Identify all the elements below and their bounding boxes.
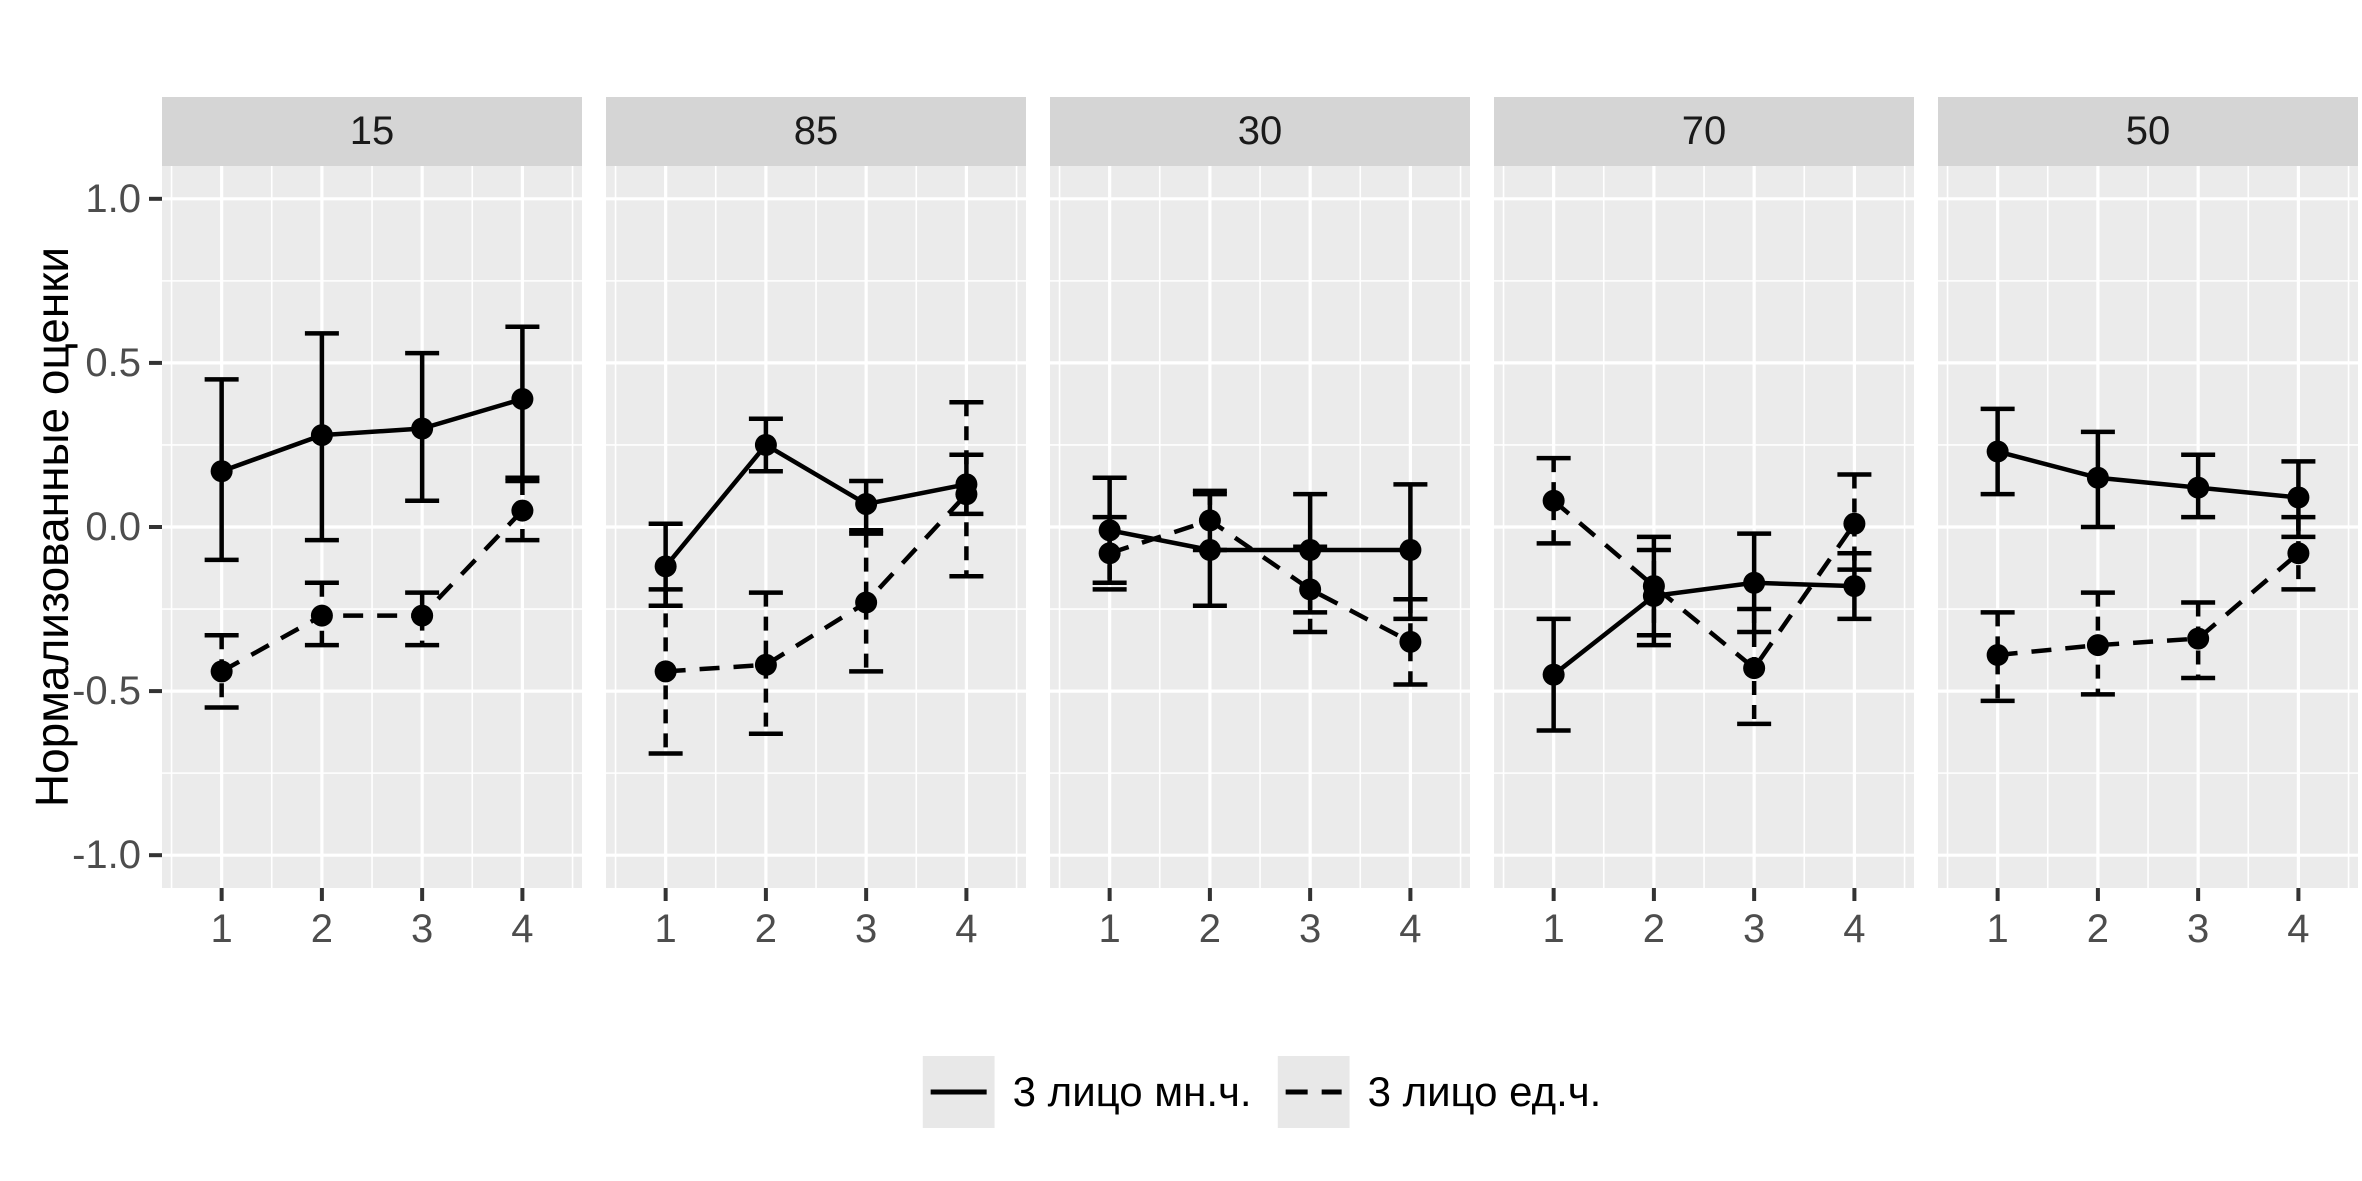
series-line-dashed — [220, 509, 525, 674]
data-point-solid — [511, 388, 534, 411]
y-tick-label: 0.5 — [85, 340, 141, 385]
facet-strip — [1494, 97, 1914, 166]
data-point-solid — [210, 460, 233, 483]
series-line-dashed — [1552, 499, 1857, 672]
legend-item-solid: 3 лицо мн.ч. — [922, 1056, 1252, 1128]
series-line-solid — [1552, 580, 1855, 677]
x-tick-label: 1 — [210, 907, 233, 951]
data-point-dashed — [2086, 634, 2109, 657]
legend-key-dashed-line — [1277, 1056, 1350, 1128]
legend-item-dashed: 3 лицо ед.ч. — [1277, 1056, 1602, 1128]
series-line-solid — [220, 396, 524, 474]
data-point-dashed — [1399, 630, 1422, 653]
y-tick-label: -1.0 — [72, 833, 141, 878]
facet-strip-label: 15 — [349, 109, 395, 153]
x-tick-label: 2 — [1642, 907, 1666, 951]
data-point-solid — [2287, 486, 2310, 509]
data-point-dashed — [1843, 512, 1866, 535]
x-tick-label: 3 — [2187, 907, 2210, 951]
facet-strip — [1938, 97, 2358, 166]
facet-strip-label: 30 — [1237, 109, 1283, 153]
y-tick-label: -0.5 — [72, 669, 141, 714]
series-line-solid — [663, 442, 967, 568]
data-point-dashed — [2287, 542, 2310, 565]
legend: 3 лицо мн.ч. 3 лицо ед.ч. — [922, 1056, 1602, 1128]
data-point-solid — [411, 417, 434, 440]
facet-strip-label: 70 — [1681, 109, 1727, 153]
y-tick-label: 1.0 — [85, 176, 141, 221]
data-point-dashed — [855, 591, 878, 614]
data-point-solid — [1542, 663, 1565, 686]
data-point-dashed — [2187, 627, 2210, 650]
data-point-solid — [310, 424, 333, 447]
series-line-dashed — [1997, 551, 2300, 658]
x-tick-label: 3 — [855, 907, 878, 951]
data-point-dashed — [310, 604, 333, 627]
data-point-dashed — [1642, 575, 1665, 598]
x-tick-label: 2 — [1198, 907, 1222, 951]
x-tick-label: 1 — [654, 907, 677, 951]
facet-strip — [606, 97, 1026, 166]
data-point-dashed — [955, 483, 978, 506]
x-tick-label: 4 — [511, 907, 534, 951]
x-tick-label: 4 — [1843, 907, 1866, 951]
data-point-solid — [1399, 538, 1422, 561]
data-point-dashed — [210, 660, 233, 683]
data-point-solid — [1743, 571, 1766, 594]
series-line-dashed — [665, 492, 969, 674]
series-line-solid — [1109, 528, 1411, 553]
data-point-dashed — [1098, 542, 1121, 565]
data-point-dashed — [1198, 509, 1221, 532]
data-point-dashed — [411, 604, 434, 627]
x-tick-label: 1 — [1986, 907, 2009, 951]
x-tick-label: 3 — [1299, 907, 1322, 951]
facet-strip-label: 50 — [2125, 109, 2171, 153]
x-tick-label: 2 — [310, 907, 334, 951]
x-tick-label: 1 — [1542, 907, 1565, 951]
x-tick-label: 3 — [411, 907, 434, 951]
x-tick-label: 4 — [2287, 907, 2310, 951]
data-point-solid — [2086, 466, 2109, 489]
x-tick-label: 1 — [1098, 907, 1121, 951]
y-tick-label: 0.0 — [85, 505, 141, 549]
data-point-solid — [855, 493, 878, 516]
legend-label-dashed: 3 лицо ед.ч. — [1367, 1068, 1602, 1115]
x-tick-label: 4 — [1399, 907, 1422, 951]
data-point-dashed — [1986, 643, 2009, 666]
facet-strip — [162, 97, 582, 166]
data-point-dashed — [1542, 489, 1565, 512]
data-point-dashed — [754, 653, 777, 676]
data-point-solid — [1843, 575, 1866, 598]
data-point-dashed — [654, 660, 677, 683]
x-tick-label: 2 — [754, 907, 778, 951]
data-point-dashed — [1743, 657, 1766, 680]
facet-strip — [1050, 97, 1470, 166]
legend-label-solid: 3 лицо мн.ч. — [1012, 1068, 1252, 1115]
facet-strip-label: 85 — [793, 109, 839, 153]
x-tick-label: 2 — [2086, 907, 2110, 951]
data-point-dashed — [1299, 578, 1322, 601]
data-point-solid — [754, 433, 777, 456]
data-point-dashed — [511, 499, 534, 522]
data-point-solid — [1986, 440, 2009, 463]
x-tick-label: 3 — [1743, 907, 1766, 951]
data-point-solid — [2187, 476, 2210, 499]
legend-key-solid-line — [922, 1056, 995, 1128]
series-line-dashed — [1108, 517, 1412, 644]
series-line-solid — [1997, 449, 2299, 500]
x-tick-label: 4 — [955, 907, 978, 951]
data-point-solid — [654, 555, 677, 578]
y-axis-title: Нормализованные оценки — [26, 246, 78, 808]
